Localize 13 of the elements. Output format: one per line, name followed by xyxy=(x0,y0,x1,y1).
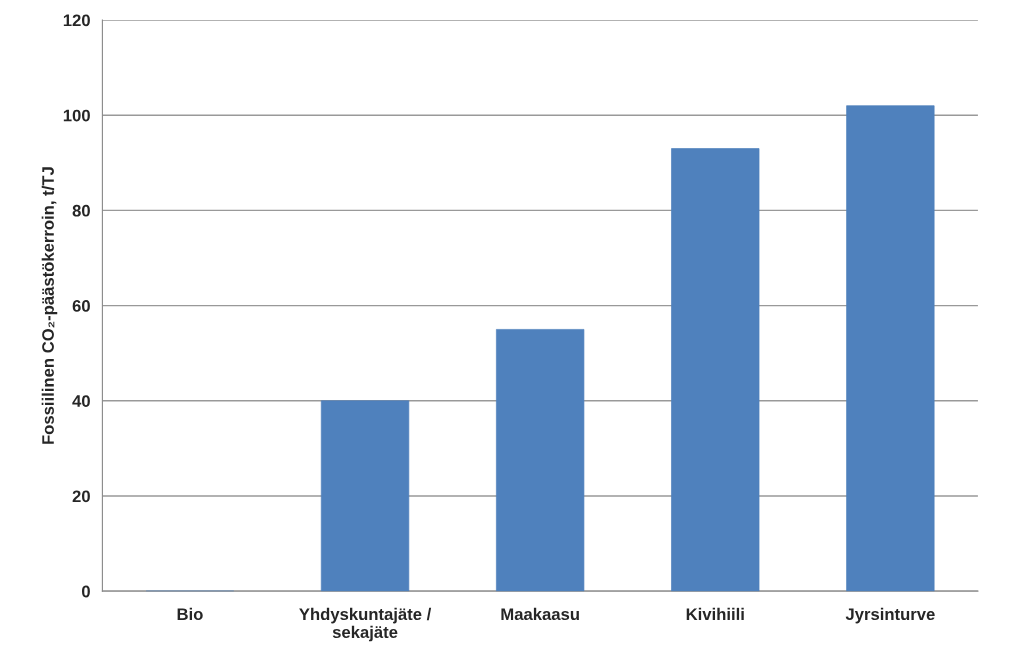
y-tick-label: 80 xyxy=(72,204,90,217)
y-axis-title: Fossiilinen CO₂-päästökerroin, t/TJ xyxy=(41,167,58,444)
x-tick-label: Bio xyxy=(177,607,203,621)
y-tick-label: 60 xyxy=(72,300,90,312)
y-tick-label: 20 xyxy=(72,490,90,503)
y-tick-label: 40 xyxy=(72,395,90,407)
y-tick-label: 120 xyxy=(63,14,90,27)
x-tick-label: Kivihiili xyxy=(686,607,744,620)
x-tick-label: Yhdyskuntajäte / sekajäte xyxy=(299,607,432,642)
y-tick-label: 0 xyxy=(81,585,90,598)
x-tick-label: Jyrsinturve xyxy=(845,607,935,624)
y-tick-label: 100 xyxy=(63,109,90,122)
x-tick-label: Maakaasu xyxy=(501,607,579,621)
